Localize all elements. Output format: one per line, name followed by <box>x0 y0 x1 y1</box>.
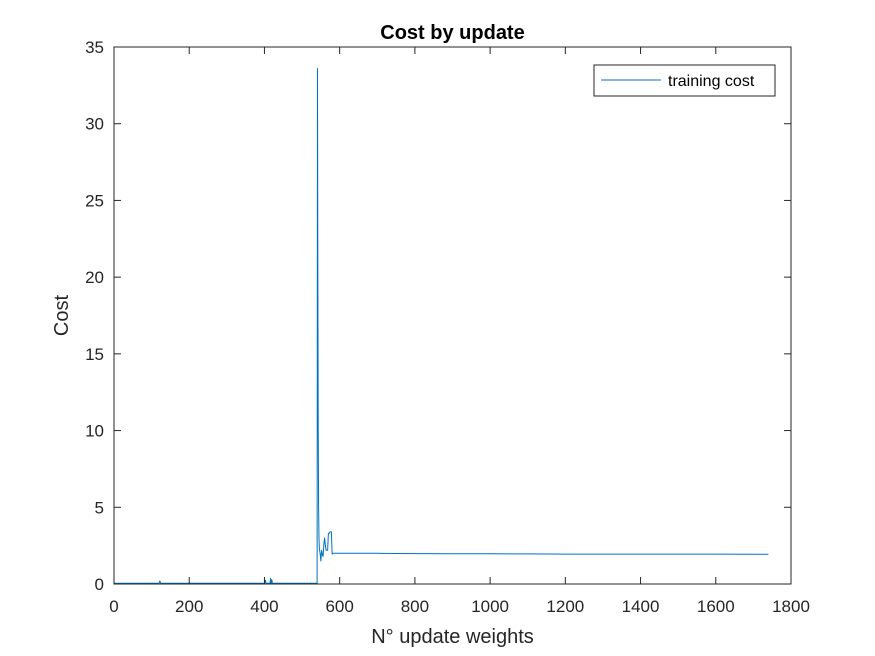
x-tick-label: 1000 <box>471 597 509 616</box>
y-tick-label: 25 <box>85 191 104 210</box>
y-tick-label: 10 <box>85 422 104 441</box>
legend: training cost <box>593 64 776 97</box>
y-tick-label: 0 <box>95 575 104 594</box>
ticks-layer: 0 200 400 600 800 1000 1200 1400 1600 1800 0 5 10 15 2… <box>85 38 810 616</box>
x-tick-label: 1600 <box>697 597 735 616</box>
plot-area <box>114 47 791 584</box>
legend-label-training-cost: training cost <box>668 73 755 90</box>
x-tick-label: 800 <box>401 597 429 616</box>
x-tick-label: 600 <box>325 597 353 616</box>
y-tick-label: 30 <box>85 115 104 134</box>
x-tick-label: 200 <box>175 597 203 616</box>
x-tick-label: 1400 <box>622 597 660 616</box>
x-tick-label: 0 <box>109 597 118 616</box>
y-tick-label: 20 <box>85 268 104 287</box>
series-layer <box>114 67 769 584</box>
y-tick-label: 35 <box>85 38 104 57</box>
y-tick-label: 15 <box>85 345 104 364</box>
axes-box <box>113 46 792 585</box>
chart-title: Cost by update <box>380 22 524 44</box>
x-tick-label: 400 <box>250 597 278 616</box>
x-tick-label: 1800 <box>772 597 810 616</box>
x-tick-label: 1200 <box>546 597 584 616</box>
y-axis-label: Cost <box>51 294 73 336</box>
y-tick-label: 5 <box>95 498 104 517</box>
series-line-training-cost <box>114 67 769 584</box>
axes-layer <box>113 46 792 585</box>
x-axis-label: N° update weights <box>371 626 534 648</box>
